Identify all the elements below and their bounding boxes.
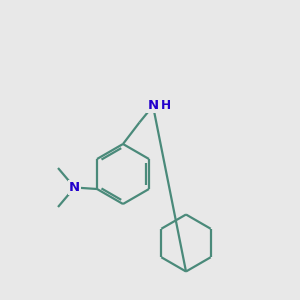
Text: N: N [147, 99, 159, 112]
Text: H: H [160, 99, 171, 112]
Text: N: N [69, 181, 80, 194]
